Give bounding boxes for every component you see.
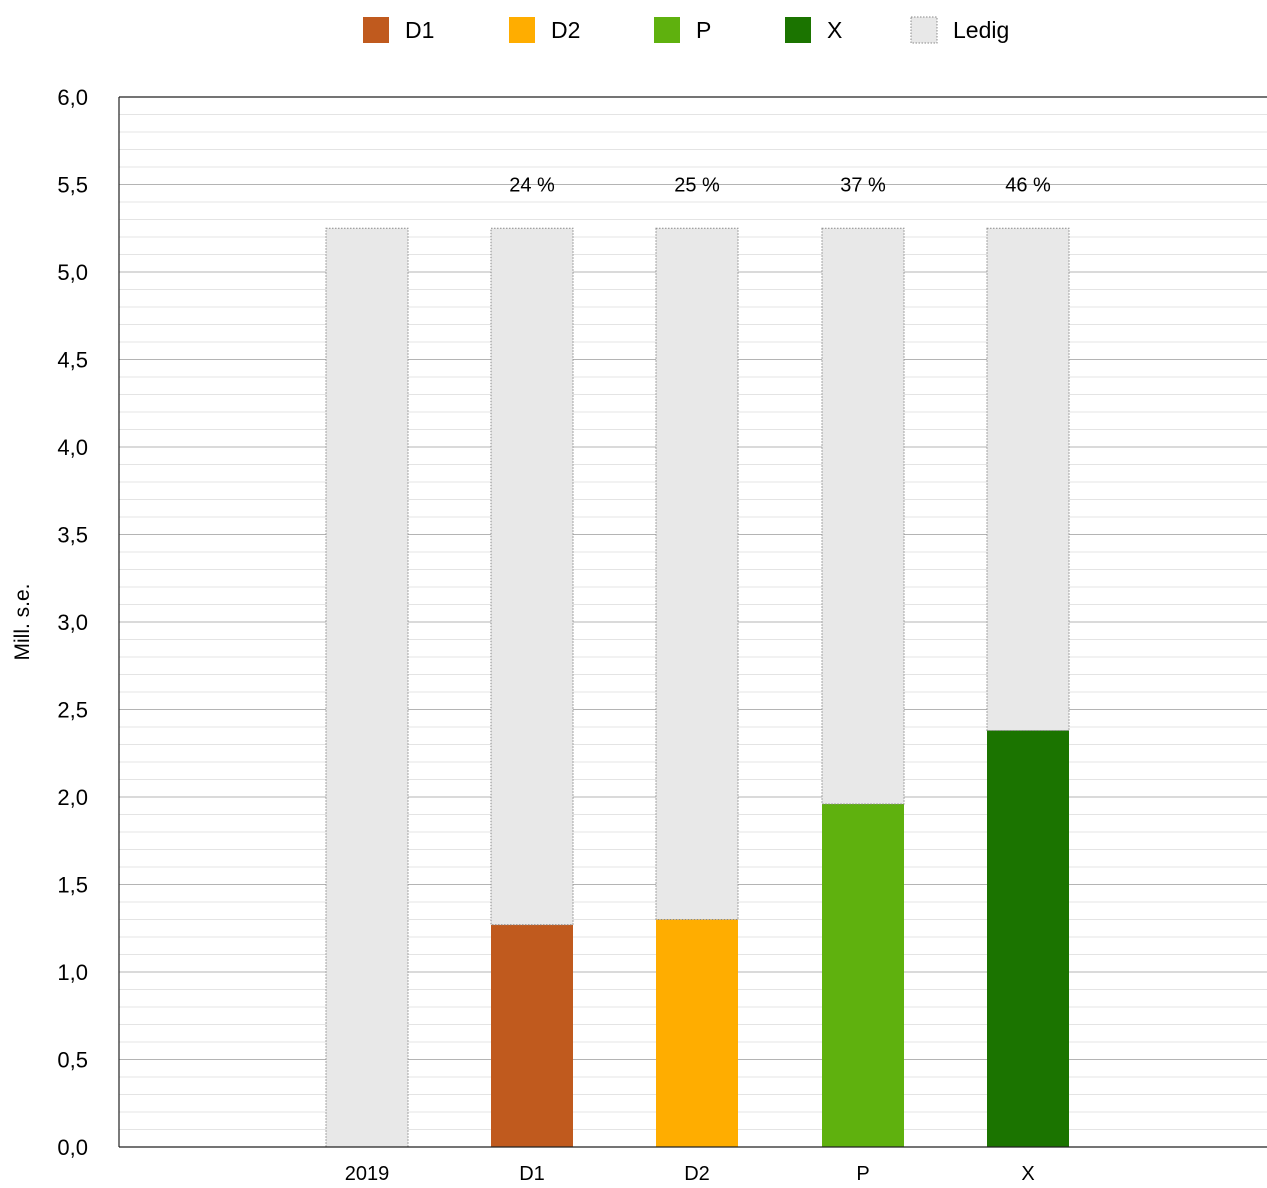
bar-segment-ledig-x bbox=[986, 227, 1070, 731]
x-tick-label: P bbox=[856, 1163, 869, 1183]
x-axis-ticks: 2019 D1 D2 P X bbox=[345, 1163, 1035, 1185]
x-tick-label: X bbox=[1021, 1163, 1034, 1183]
axes bbox=[118, 96, 1267, 1148]
y-tick-label: 0,0 bbox=[57, 1135, 88, 1160]
legend-item-d1: D1 bbox=[363, 17, 434, 43]
y-tick-label: 5,0 bbox=[57, 260, 88, 285]
y-axis-ticks: 0,0 0,5 1,0 1,5 2,0 2,5 3,0 3,5 4,0 4,5 5,0 5,5 6,0 bbox=[57, 85, 88, 1160]
x-tick-label: D1 bbox=[519, 1163, 545, 1183]
legend-swatch bbox=[509, 17, 535, 43]
legend-swatch bbox=[910, 16, 938, 44]
bar-percentage-label: 24 % bbox=[509, 175, 555, 197]
bars bbox=[325, 227, 1070, 1148]
bar-segment-ledig-d2 bbox=[655, 227, 739, 920]
x-tick-label: 2019 bbox=[345, 1163, 390, 1183]
bar-segment-x-x bbox=[987, 730, 1069, 1147]
bar-segment-p-p bbox=[822, 804, 904, 1147]
legend-label: X bbox=[827, 17, 842, 43]
bar-segment-d1-d1 bbox=[491, 924, 573, 1147]
y-tick-label: 3,5 bbox=[57, 523, 88, 548]
y-tick-label: 4,5 bbox=[57, 348, 88, 373]
legend-label: D2 bbox=[551, 17, 580, 43]
bar-percentage-label: 46 % bbox=[1005, 175, 1051, 197]
legend: D1 D2 P X Ledig bbox=[363, 16, 1009, 44]
y-tick-label: 2,5 bbox=[57, 698, 88, 723]
legend-swatch bbox=[785, 17, 811, 43]
legend-swatch bbox=[363, 17, 389, 43]
bar-segment-ledig-p bbox=[821, 227, 905, 805]
y-axis-title: Mill. s.e. bbox=[11, 583, 34, 660]
bar-segment-ledig-d1 bbox=[490, 227, 574, 926]
y-tick-label: 1,0 bbox=[57, 960, 88, 985]
y-tick-label: 5,5 bbox=[57, 173, 88, 198]
percentage-labels: 24 % 25 % 37 % 46 % bbox=[509, 175, 1051, 197]
y-tick-label: 0,5 bbox=[57, 1048, 88, 1073]
legend-label: Ledig bbox=[953, 17, 1009, 43]
legend-item-ledig: Ledig bbox=[910, 16, 1009, 44]
bar-segment-ledig-2019 bbox=[325, 227, 409, 1148]
legend-item-p: P bbox=[654, 17, 711, 43]
y-tick-label: 4,0 bbox=[57, 435, 88, 460]
bar-percentage-label: 37 % bbox=[840, 175, 886, 197]
legend-swatch bbox=[654, 17, 680, 43]
bar-segment-d2-d2 bbox=[656, 919, 738, 1147]
y-tick-label: 3,0 bbox=[57, 610, 88, 635]
y-tick-label: 1,5 bbox=[57, 873, 88, 898]
bar-percentage-label: 25 % bbox=[674, 175, 720, 197]
legend-item-x: X bbox=[785, 17, 842, 43]
legend-label: D1 bbox=[405, 17, 434, 43]
x-tick-label: D2 bbox=[684, 1163, 710, 1183]
y-tick-label: 2,0 bbox=[57, 785, 88, 810]
y-tick-label: 6,0 bbox=[57, 85, 88, 110]
legend-item-d2: D2 bbox=[509, 17, 580, 43]
legend-label: P bbox=[696, 17, 711, 43]
